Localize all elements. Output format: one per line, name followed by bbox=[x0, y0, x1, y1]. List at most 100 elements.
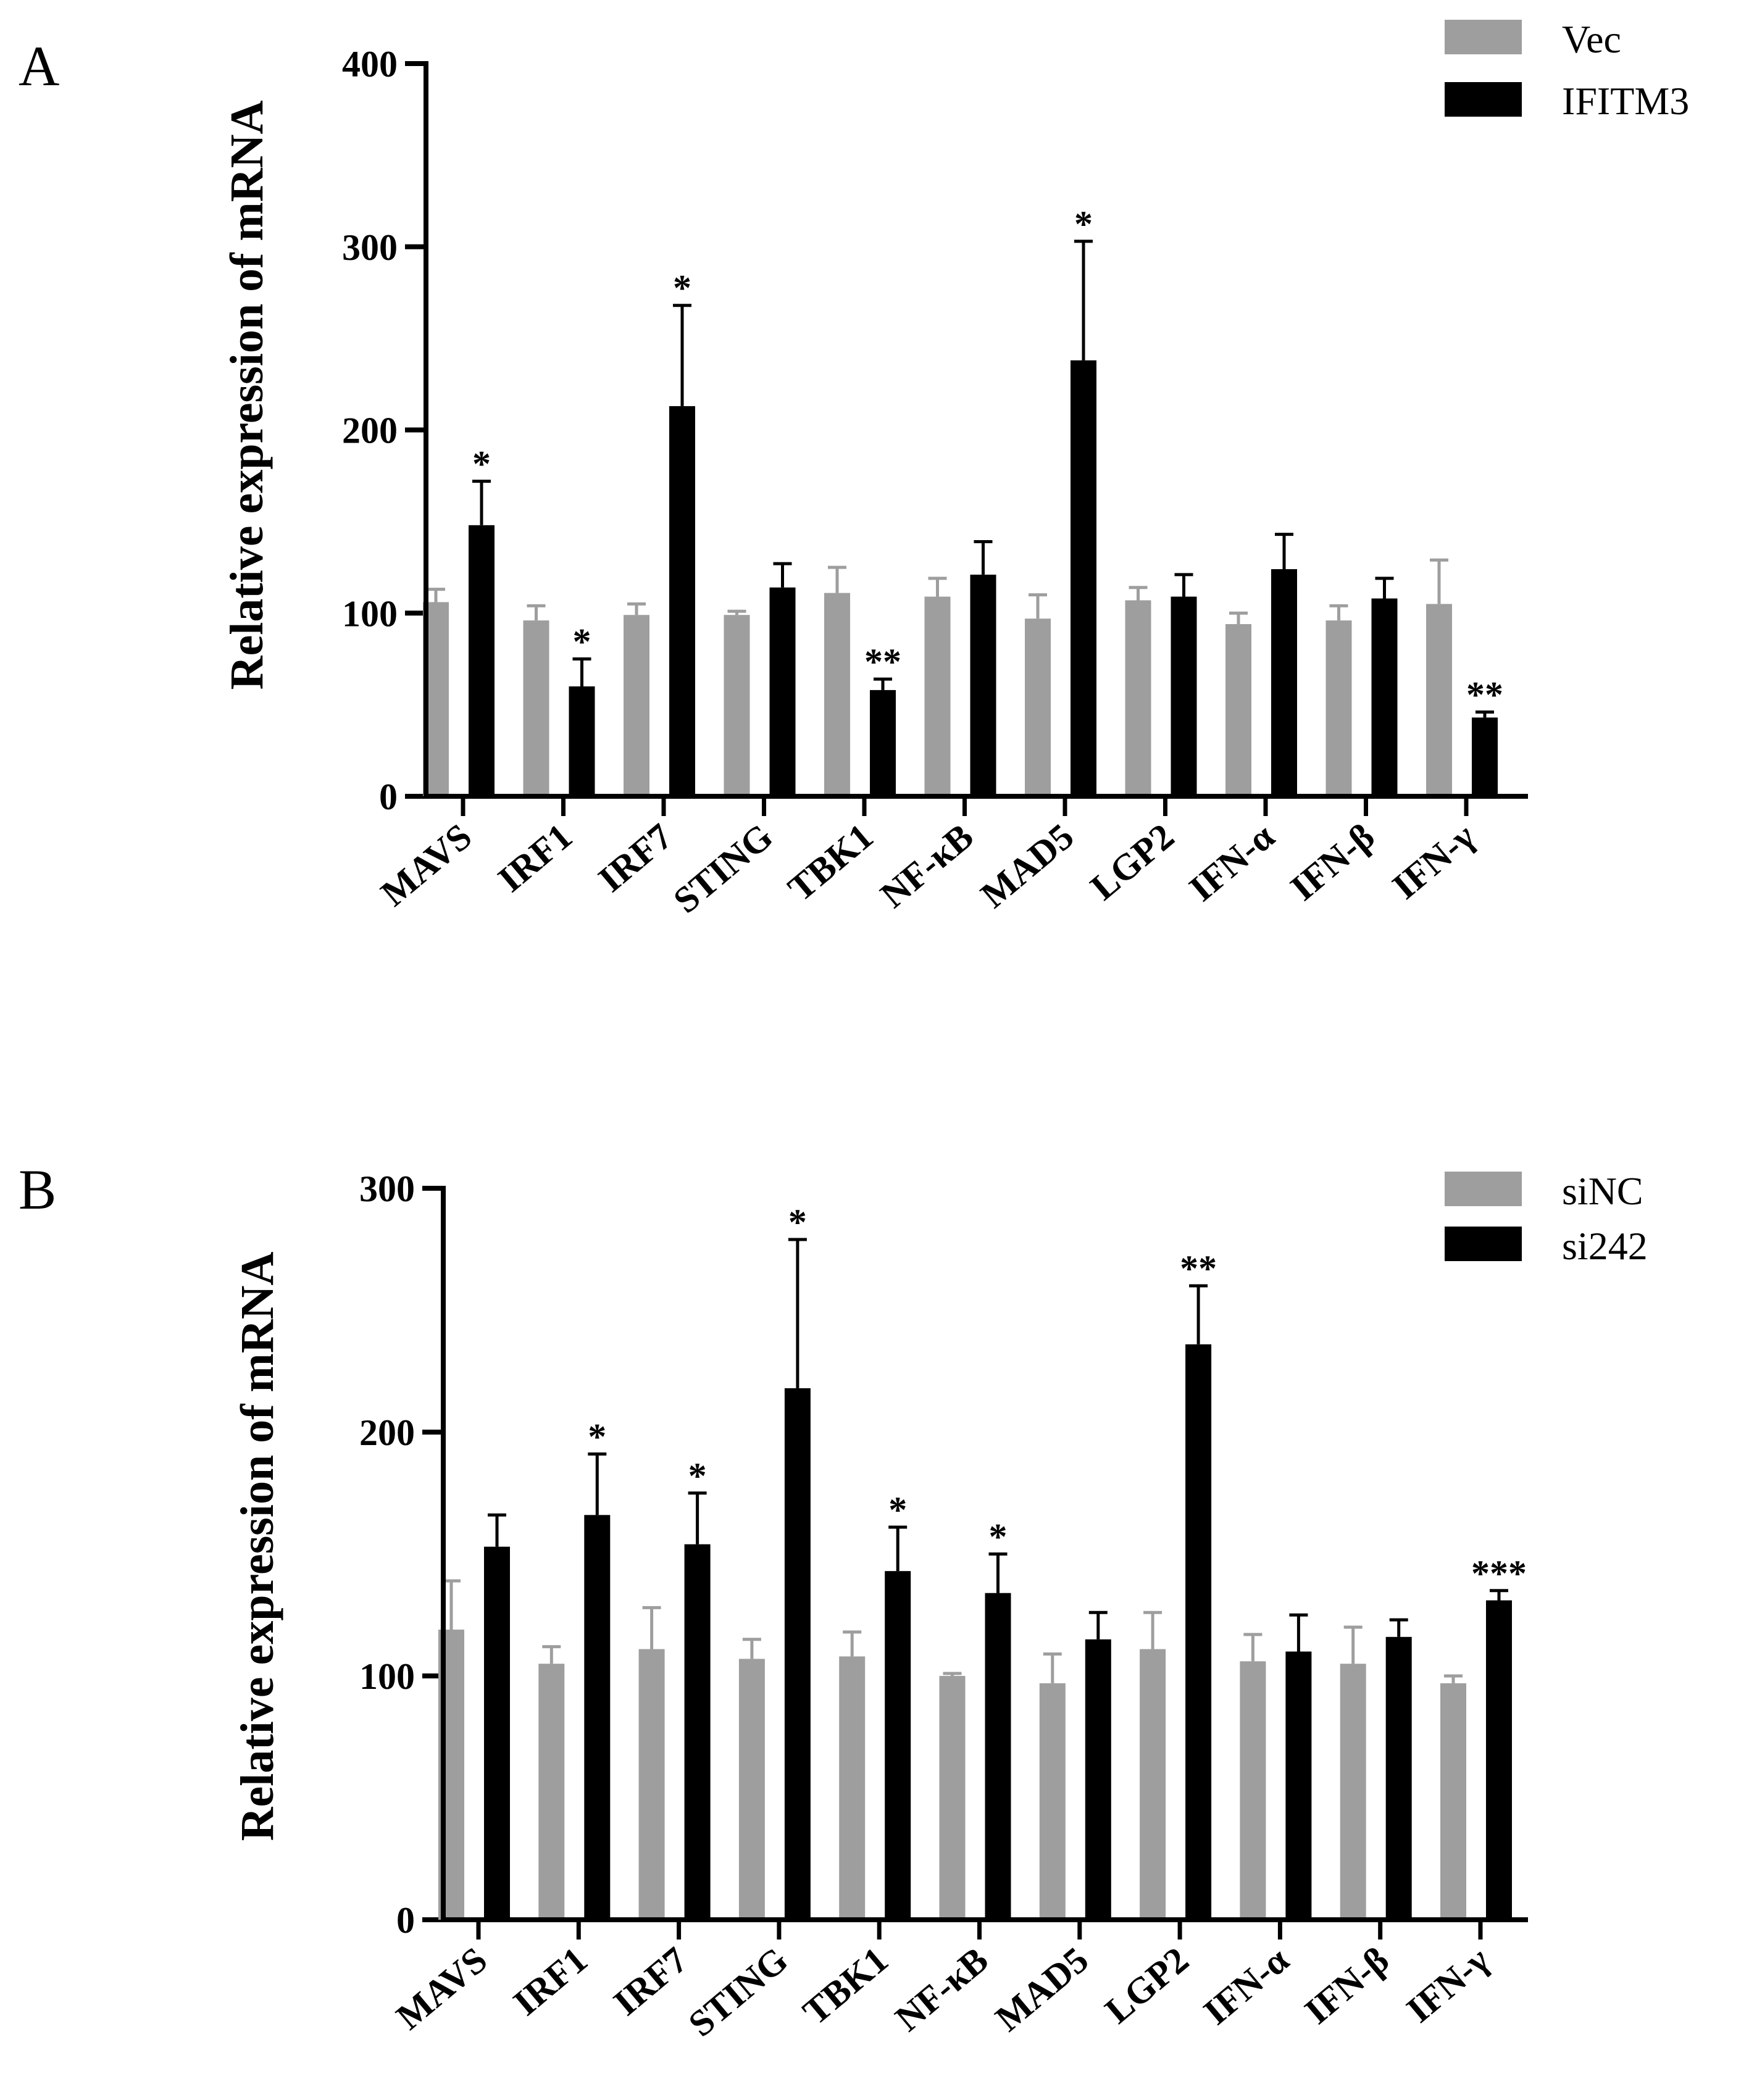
x-tick-label-mavs: MAVS bbox=[374, 815, 480, 914]
bar-vec-ifn-beta bbox=[1325, 620, 1352, 796]
bar-sinc-irf7 bbox=[638, 1649, 665, 1920]
bar-sinc-lgp2 bbox=[1140, 1649, 1166, 1920]
x-tick-label-lgp2: LGP2 bbox=[1083, 815, 1182, 907]
significance-ifn-gamma: *** bbox=[1471, 1553, 1527, 1594]
bar-sinc-ifn-beta bbox=[1340, 1664, 1366, 1920]
significance-irf7: * bbox=[673, 268, 691, 309]
x-tick-label-irf7: IRF7 bbox=[606, 1939, 695, 2023]
bar-si242-ifn-gamma bbox=[1486, 1600, 1512, 1920]
legend-label-ifitm3: IFITM3 bbox=[1562, 79, 1689, 123]
bar-vec-ifn-alpha bbox=[1225, 624, 1251, 796]
bar-ifitm3-mavs bbox=[469, 525, 495, 796]
panel-a: A Relative expression of mRNA Vec IFITM3… bbox=[19, 17, 1689, 921]
significance-ifn-gamma: ** bbox=[1466, 674, 1503, 715]
bar-vec-mad5 bbox=[1025, 619, 1051, 796]
x-tick-label-nf-kb: NF-κB bbox=[873, 815, 981, 915]
bar-vec-lgp2 bbox=[1125, 600, 1151, 796]
x-tick-label-ifn-beta: IFN-β bbox=[1283, 815, 1382, 908]
x-tick-label-nf-kb: NF-κB bbox=[888, 1939, 996, 2039]
x-tick-label-mad5: MAD5 bbox=[973, 815, 1081, 915]
x-tick-label-irf1: IRF1 bbox=[506, 1939, 595, 2023]
bar-sinc-ifn-gamma bbox=[1440, 1683, 1466, 1920]
bar-sinc-ifn-alpha bbox=[1240, 1661, 1266, 1920]
bar-vec-tbk1 bbox=[824, 593, 850, 796]
bar-si242-ifn-beta bbox=[1385, 1636, 1412, 1920]
y-tick-label: 200 bbox=[342, 410, 398, 451]
significance-nf-kb: * bbox=[989, 1517, 1008, 1557]
x-tick-label-ifn-beta: IFN-β bbox=[1297, 1939, 1396, 2031]
significance-tbk1: ** bbox=[864, 641, 901, 682]
significance-lgp2: ** bbox=[1180, 1248, 1217, 1289]
y-tick-label: 400 bbox=[342, 44, 398, 85]
legend-label-vec: Vec bbox=[1562, 17, 1621, 61]
bar-si242-mad5 bbox=[1085, 1639, 1111, 1920]
legend-swatch-si242 bbox=[1445, 1227, 1522, 1261]
legend-label-sinc: siNC bbox=[1562, 1169, 1643, 1213]
panel-label-a: A bbox=[19, 35, 59, 98]
bar-ifitm3-ifn-gamma bbox=[1472, 717, 1498, 796]
legend-b: siNC si242 bbox=[1445, 1169, 1648, 1268]
significance-irf1: * bbox=[573, 621, 591, 662]
bar-si242-tbk1 bbox=[885, 1571, 911, 1920]
x-tick-label-sting: STING bbox=[666, 815, 780, 921]
x-tick-label-ifn-alpha: IFN-α bbox=[1196, 1939, 1296, 2032]
bar-si242-irf7 bbox=[684, 1544, 711, 1920]
x-tick-label-irf7: IRF7 bbox=[591, 815, 680, 899]
x-tick-label-mavs: MAVS bbox=[389, 1939, 495, 2037]
significance-sting: * bbox=[788, 1202, 807, 1243]
y-tick-label: 0 bbox=[379, 777, 398, 817]
bar-vec-ifn-gamma bbox=[1426, 604, 1452, 796]
x-tick-label-mad5: MAD5 bbox=[988, 1939, 1096, 2039]
x-tick-label-tbk1: TBK1 bbox=[795, 1939, 895, 2032]
bar-ifitm3-mad5 bbox=[1071, 360, 1096, 796]
y-ticks-a: 0 100 200 300 400 bbox=[342, 44, 426, 817]
bar-ifitm3-sting bbox=[769, 587, 796, 796]
x-tick-label-irf1: IRF1 bbox=[490, 815, 580, 899]
y-ticks-b: 0 100 200 300 bbox=[359, 1169, 443, 1941]
significance-irf1: * bbox=[588, 1417, 606, 1457]
bar-sinc-sting bbox=[738, 1659, 765, 1920]
y-tick-label: 100 bbox=[342, 593, 398, 634]
y-tick-label: 100 bbox=[359, 1656, 415, 1697]
legend-swatch-vec bbox=[1445, 20, 1522, 54]
bar-sinc-irf1 bbox=[538, 1664, 565, 1920]
bar-vec-irf7 bbox=[624, 615, 649, 796]
bar-ifitm3-irf7 bbox=[669, 406, 695, 796]
panel-label-b: B bbox=[19, 1158, 56, 1221]
x-tick-label-lgp2: LGP2 bbox=[1098, 1939, 1196, 2031]
bar-si242-ifn-alpha bbox=[1285, 1651, 1312, 1920]
bar-si242-irf1 bbox=[584, 1515, 611, 1920]
significance-mad5: * bbox=[1074, 204, 1093, 244]
y-axis-title-b: Relative expression of mRNA bbox=[232, 1251, 283, 1841]
legend-swatch-ifitm3 bbox=[1445, 82, 1522, 117]
legend-a: Vec IFITM3 bbox=[1445, 17, 1689, 123]
x-tick-label-sting: STING bbox=[681, 1939, 795, 2044]
bar-vec-irf1 bbox=[523, 620, 549, 796]
x-tick-label-tbk1: TBK1 bbox=[780, 815, 880, 909]
bar-ifitm3-ifn-beta bbox=[1371, 598, 1398, 796]
legend-swatch-sinc bbox=[1445, 1172, 1522, 1206]
y-axis-title-a: Relative expression of mRNA bbox=[221, 100, 273, 690]
bar-si242-sting bbox=[784, 1388, 811, 1920]
bars-a: ******** bbox=[423, 204, 1503, 796]
legend-label-si242: si242 bbox=[1562, 1224, 1648, 1268]
x-tick-label-ifn-gamma: IFN-γ bbox=[1385, 815, 1482, 907]
bar-si242-lgp2 bbox=[1185, 1344, 1212, 1920]
y-tick-label: 300 bbox=[342, 227, 398, 268]
panel-b: B Relative expression of mRNA siNC si242… bbox=[19, 1158, 1648, 2044]
bar-vec-nf-kb bbox=[924, 596, 951, 796]
bar-si242-nf-kb bbox=[985, 1593, 1011, 1920]
bar-ifitm3-tbk1 bbox=[870, 690, 896, 796]
x-tick-label-ifn-gamma: IFN-γ bbox=[1399, 1939, 1496, 2030]
significance-mavs: * bbox=[472, 444, 491, 485]
x-tick-label-ifn-alpha: IFN-α bbox=[1182, 815, 1282, 909]
y-tick-label: 200 bbox=[359, 1412, 415, 1453]
bar-ifitm3-irf1 bbox=[569, 686, 595, 796]
bar-sinc-mad5 bbox=[1039, 1683, 1066, 1920]
bar-ifitm3-ifn-alpha bbox=[1271, 569, 1297, 796]
bar-vec-sting bbox=[724, 615, 750, 796]
bars-b: ********** bbox=[438, 1202, 1527, 1920]
